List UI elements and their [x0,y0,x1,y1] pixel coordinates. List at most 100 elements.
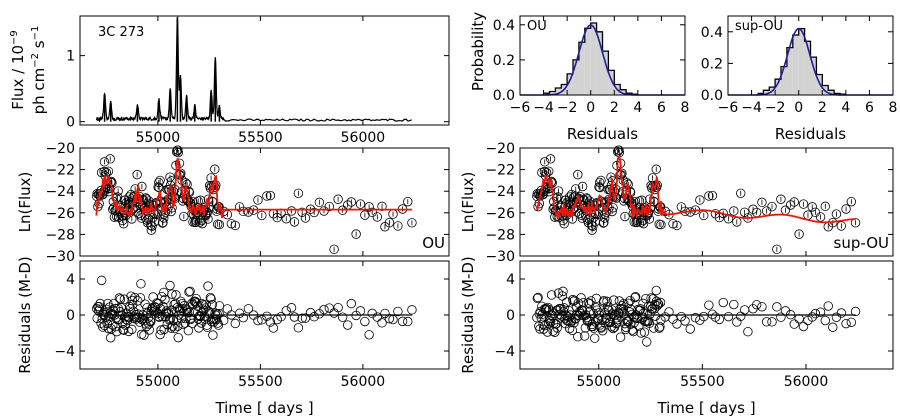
x-tick-label: 56000 [341,130,386,146]
data-point [772,244,782,255]
data-point [596,175,606,186]
residual-point [355,306,366,316]
residual-point [156,325,166,335]
residual-point [612,314,623,325]
residual-point [619,298,629,309]
residual-point [377,318,387,328]
hist-bar [555,87,562,95]
data-point [146,225,156,235]
residual-point [594,310,605,321]
residual-point [268,323,279,333]
residual-point [567,325,578,336]
data-point [364,202,374,212]
time-xlabel: Time [ days ] [214,399,313,417]
x-tick-label: −2 [557,100,578,116]
x-tick-label: 55500 [680,374,725,390]
hist-bar [816,74,823,95]
hist-bar [828,90,835,95]
data-point [293,188,304,198]
data-point [736,188,746,198]
hist-bar [781,66,787,95]
data-point [377,201,387,212]
residual-point [576,293,586,303]
data-point [403,196,413,207]
residual-point [846,317,857,327]
data-point [767,201,777,212]
data-point [372,212,383,222]
flux-ylabel-line2: ph cm−2 s−1 [30,26,48,115]
residual-point [651,285,661,296]
data-point [757,197,767,208]
residual-point [205,292,216,303]
hist-bar [804,41,811,95]
residual-point [751,300,762,310]
residual-point [146,316,156,327]
x-tick-label: −6 [510,100,531,116]
x-tick-label: −4 [533,100,554,116]
residual-point [707,309,718,320]
data-point [574,208,585,219]
x-tick-label: 6 [865,100,874,116]
residual-point [655,297,666,308]
y-tick-label: −4 [494,344,515,360]
residual-point [180,318,190,328]
residual-point [184,287,194,297]
residual-point [718,297,728,308]
residual-point [198,300,208,310]
residual-point [297,313,307,323]
residual-point [815,307,826,317]
data-point [129,203,139,213]
y-tick-label: 0.0 [493,88,515,104]
residual-point [112,326,122,337]
hist-bar [786,47,793,95]
residual-point [372,312,383,322]
residual-point [380,308,390,319]
residual-point [127,324,137,335]
y-tick-label: −26 [485,206,515,222]
residual-point [579,311,589,321]
data-point [99,157,110,167]
y-tick-label: −22 [485,163,515,179]
hist-bar [775,79,782,95]
data-point [238,206,248,217]
residual-point [161,306,172,316]
data-point [197,218,207,229]
y-tick-label: 4 [506,272,515,288]
y-tick-label: 0 [66,308,75,324]
data-point [545,154,556,164]
data-point [407,218,417,228]
y-tick-label: 1 [66,49,75,65]
data-point [127,214,137,224]
residual-point [596,323,606,333]
residual-point [243,304,254,314]
x-tick-label: 56000 [341,374,386,390]
lnflux-ylabel: Ln(Flux) [459,172,477,233]
hist-label: OU [527,19,547,34]
data-point [173,147,183,158]
hist-bar [549,91,556,95]
data-point [393,221,403,231]
data-point [329,244,339,255]
residual-point [604,305,614,315]
residual-point [384,313,395,324]
residual-point [191,293,201,304]
residual-point [579,331,590,341]
residual-point [660,312,670,322]
residual-point [568,296,578,306]
residual-point [546,290,557,300]
residual-point [183,326,194,336]
y-tick-label: −30 [485,249,515,265]
data-point [210,164,220,174]
data-point [540,157,550,167]
hist-bar [584,28,591,96]
residual-point [127,300,138,310]
residual-point [664,307,674,317]
hist-bar [573,59,579,95]
x-tick-label: 8 [681,100,690,116]
hist-ou-axes [519,15,686,96]
data-point [568,204,578,214]
residual-point [653,299,664,309]
data-point [553,186,564,196]
data-point [638,218,649,229]
residual-point [184,307,195,318]
